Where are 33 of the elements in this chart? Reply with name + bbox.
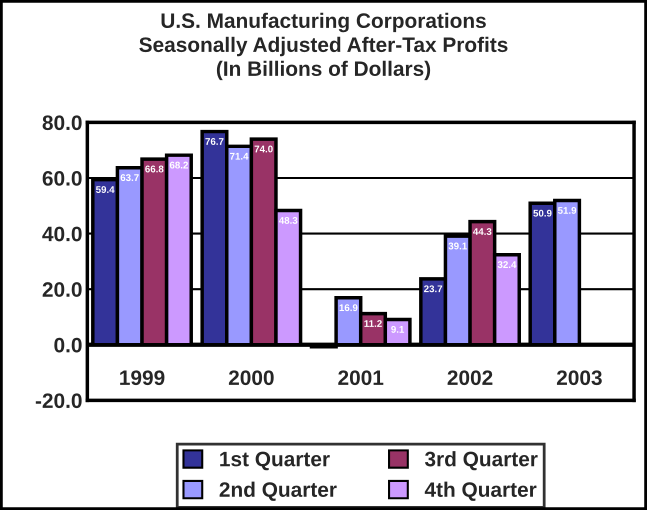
data-label: 59.4 [96, 186, 115, 194]
data-label: 9.1 [391, 326, 404, 333]
data-label: 11.2 [364, 320, 382, 327]
data-label: 71.4 [230, 152, 248, 160]
data-label: 63.7 [120, 174, 139, 182]
y-tick-label: 20.0 [42, 282, 82, 297]
y-tick-label: 80.0 [42, 115, 82, 130]
y-tick-label: 0.0 [54, 338, 82, 353]
x-tick-label: 2003 [556, 370, 602, 386]
data-label: 48.3 [278, 216, 298, 224]
data-label: 16.9 [340, 304, 358, 312]
data-label: 66.8 [145, 166, 164, 172]
y-tick-label: -20.0 [36, 393, 82, 408]
data-label: 44.3 [473, 228, 492, 235]
x-tick-label: 1999 [120, 370, 164, 386]
data-label: 50.9 [533, 210, 552, 217]
legend-label: 4th Quarter [424, 482, 536, 501]
data-label: 32.4 [498, 261, 516, 268]
legend-label: 3rd Quarter [424, 451, 538, 470]
data-label: 68.2 [170, 162, 188, 169]
y-tick-label: 60.0 [42, 170, 82, 186]
x-tick-label: 2001 [338, 370, 384, 386]
x-tick-label: 2000 [228, 370, 274, 386]
data-label: 39.1 [448, 242, 467, 250]
x-tick-label: 2002 [448, 370, 492, 386]
y-tick-label: 40.0 [42, 226, 82, 242]
data-label: 23.7 [424, 285, 442, 292]
data-label: 76.7 [205, 138, 224, 145]
data-label: 51.9 [558, 206, 576, 214]
data-label: 74.0 [254, 146, 273, 152]
legend-label: 2nd Quarter [220, 482, 337, 501]
legend-label: 1st Quarter [220, 452, 330, 470]
chart-title: U.S. Manufacturing Corporations Seasonally Adjusted After-Tax Profits (In Billions of Dollars) [139, 12, 508, 80]
